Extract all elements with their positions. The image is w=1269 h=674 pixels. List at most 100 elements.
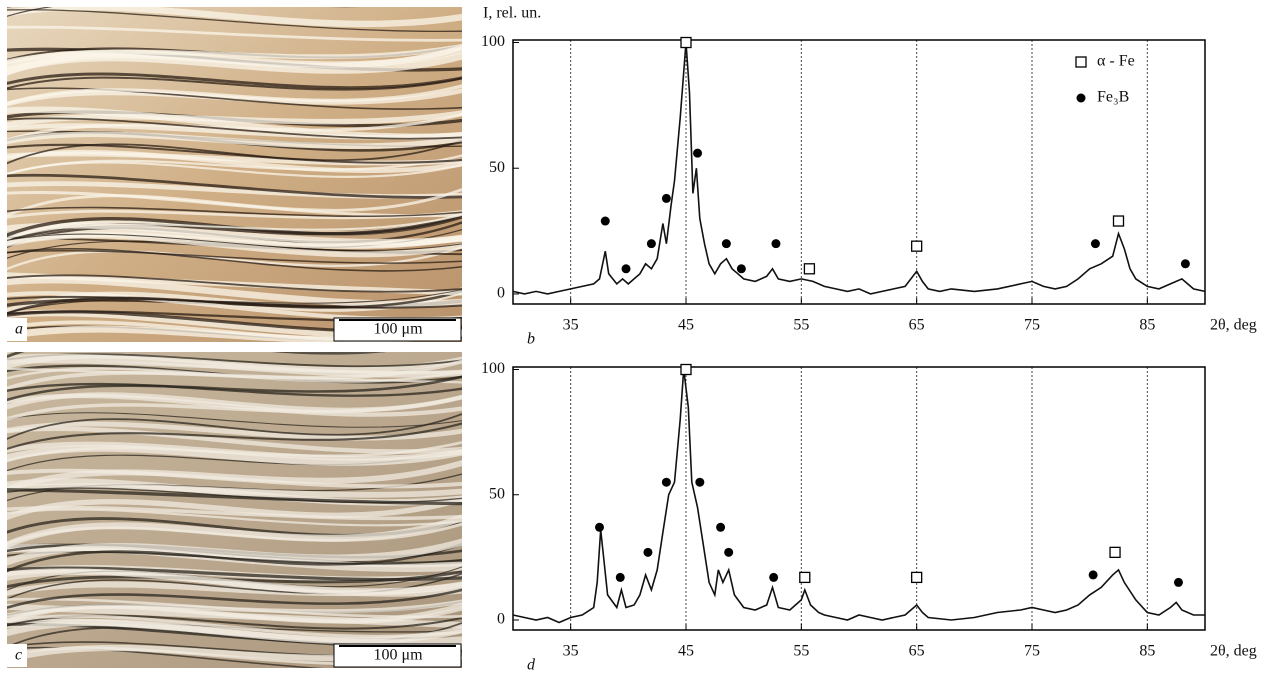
circle-marker xyxy=(643,547,653,557)
texture-stroke xyxy=(7,619,462,644)
y-axis-label: I, rel. un. xyxy=(483,5,541,22)
texture-stroke xyxy=(7,508,462,527)
circle-marker xyxy=(646,239,656,249)
circle-marker xyxy=(1090,239,1100,249)
circle-marker xyxy=(695,477,705,487)
legend-label: α - Fe xyxy=(1097,53,1135,70)
texture-stroke xyxy=(7,52,462,76)
square-marker xyxy=(911,240,923,252)
circle-marker xyxy=(600,216,610,226)
texture-stroke xyxy=(7,47,462,70)
texture-stroke xyxy=(7,206,462,218)
texture-stroke xyxy=(7,274,462,293)
texture-stroke xyxy=(7,143,462,164)
texture-stroke xyxy=(7,412,462,428)
texture-stroke xyxy=(7,538,462,566)
texture-stroke xyxy=(7,106,462,140)
square-marker xyxy=(680,36,692,49)
circle-marker xyxy=(736,264,746,274)
circle-marker xyxy=(1173,577,1183,587)
circle-marker xyxy=(724,547,734,557)
texture-stroke xyxy=(7,84,462,106)
panel-label-box xyxy=(7,644,27,667)
texture-stroke xyxy=(7,112,462,142)
texture-stroke xyxy=(7,599,462,618)
texture-stroke xyxy=(7,288,462,314)
x-tick-label: 35 xyxy=(563,317,579,334)
texture-stroke xyxy=(7,444,462,466)
texture-stroke xyxy=(7,382,462,397)
x-tick-label: 85 xyxy=(1139,317,1155,334)
circle-marker xyxy=(621,264,631,274)
x-tick-label: 55 xyxy=(793,317,809,334)
legend-marker xyxy=(1075,56,1087,68)
x-axis-label: 2θ, deg xyxy=(1210,643,1257,660)
texture-stroke xyxy=(7,25,462,42)
plot-frame xyxy=(512,39,1206,305)
diffraction-line xyxy=(512,369,1205,624)
texture-stroke xyxy=(7,131,462,149)
texture-stroke xyxy=(7,542,462,573)
circle-marker xyxy=(716,522,726,532)
panel-label: c xyxy=(15,647,22,664)
x-tick-label: 35 xyxy=(563,643,579,660)
y-tick-label: 0 xyxy=(497,611,505,628)
scale-bar-label: 100 μm xyxy=(373,321,423,338)
texture-stroke xyxy=(7,392,462,413)
texture-stroke xyxy=(7,522,462,546)
y-tick-label: 100 xyxy=(481,360,505,377)
texture-stroke xyxy=(7,459,462,493)
panel-label-box xyxy=(7,318,27,341)
circle-marker xyxy=(595,522,604,532)
texture-stroke xyxy=(7,88,462,107)
circle-marker xyxy=(661,193,671,203)
square-marker xyxy=(680,363,692,376)
legend-marker xyxy=(1076,93,1086,103)
texture-stroke xyxy=(7,173,462,199)
y-tick-label: 50 xyxy=(489,485,505,502)
square-marker xyxy=(799,571,811,584)
texture-stroke xyxy=(7,568,462,595)
texture-stroke xyxy=(0,0,472,8)
circle-marker xyxy=(721,239,731,249)
micrograph: 100 μm c xyxy=(7,352,462,668)
texture-stroke xyxy=(7,295,462,309)
scale-bar-label: 100 μm xyxy=(373,647,423,664)
x-tick-label: 75 xyxy=(1024,643,1040,660)
legend-label: Fe₃B xyxy=(1097,89,1129,106)
circle-marker xyxy=(771,239,781,249)
circle-marker xyxy=(661,477,671,487)
texture-stroke xyxy=(7,245,462,271)
texture-stroke xyxy=(7,588,462,610)
scale-bar-box xyxy=(333,643,462,668)
micrograph: 100 μm a xyxy=(0,0,472,342)
texture-stroke xyxy=(7,247,462,272)
diffraction-line xyxy=(512,42,1206,295)
scale-bar-box xyxy=(333,317,462,342)
x-tick-label: 75 xyxy=(1024,317,1040,334)
texture-stroke xyxy=(7,488,462,506)
texture-stroke xyxy=(7,353,462,378)
texture-stroke xyxy=(7,483,462,498)
x-tick-label: 45 xyxy=(678,317,694,334)
y-tick-label: 50 xyxy=(489,159,505,176)
y-tick-label: 0 xyxy=(497,285,505,302)
texture-stroke xyxy=(7,250,462,264)
x-tick-label: 85 xyxy=(1139,643,1155,660)
texture-stroke xyxy=(7,213,462,240)
texture-stroke xyxy=(7,139,462,165)
x-tick-label: 55 xyxy=(793,643,809,660)
y-tick-label: 100 xyxy=(481,33,505,50)
texture-stroke xyxy=(7,72,462,90)
texture-stroke xyxy=(7,422,462,451)
circle-marker xyxy=(1088,570,1098,580)
texture-stroke xyxy=(7,496,462,521)
texture-stroke xyxy=(7,375,462,402)
circle-marker xyxy=(1180,259,1190,269)
texture-stroke xyxy=(7,161,462,178)
x-tick-label: 45 xyxy=(678,643,694,660)
circle-marker xyxy=(615,572,625,582)
panel-label: a xyxy=(15,321,23,338)
texture-stroke xyxy=(7,426,462,454)
